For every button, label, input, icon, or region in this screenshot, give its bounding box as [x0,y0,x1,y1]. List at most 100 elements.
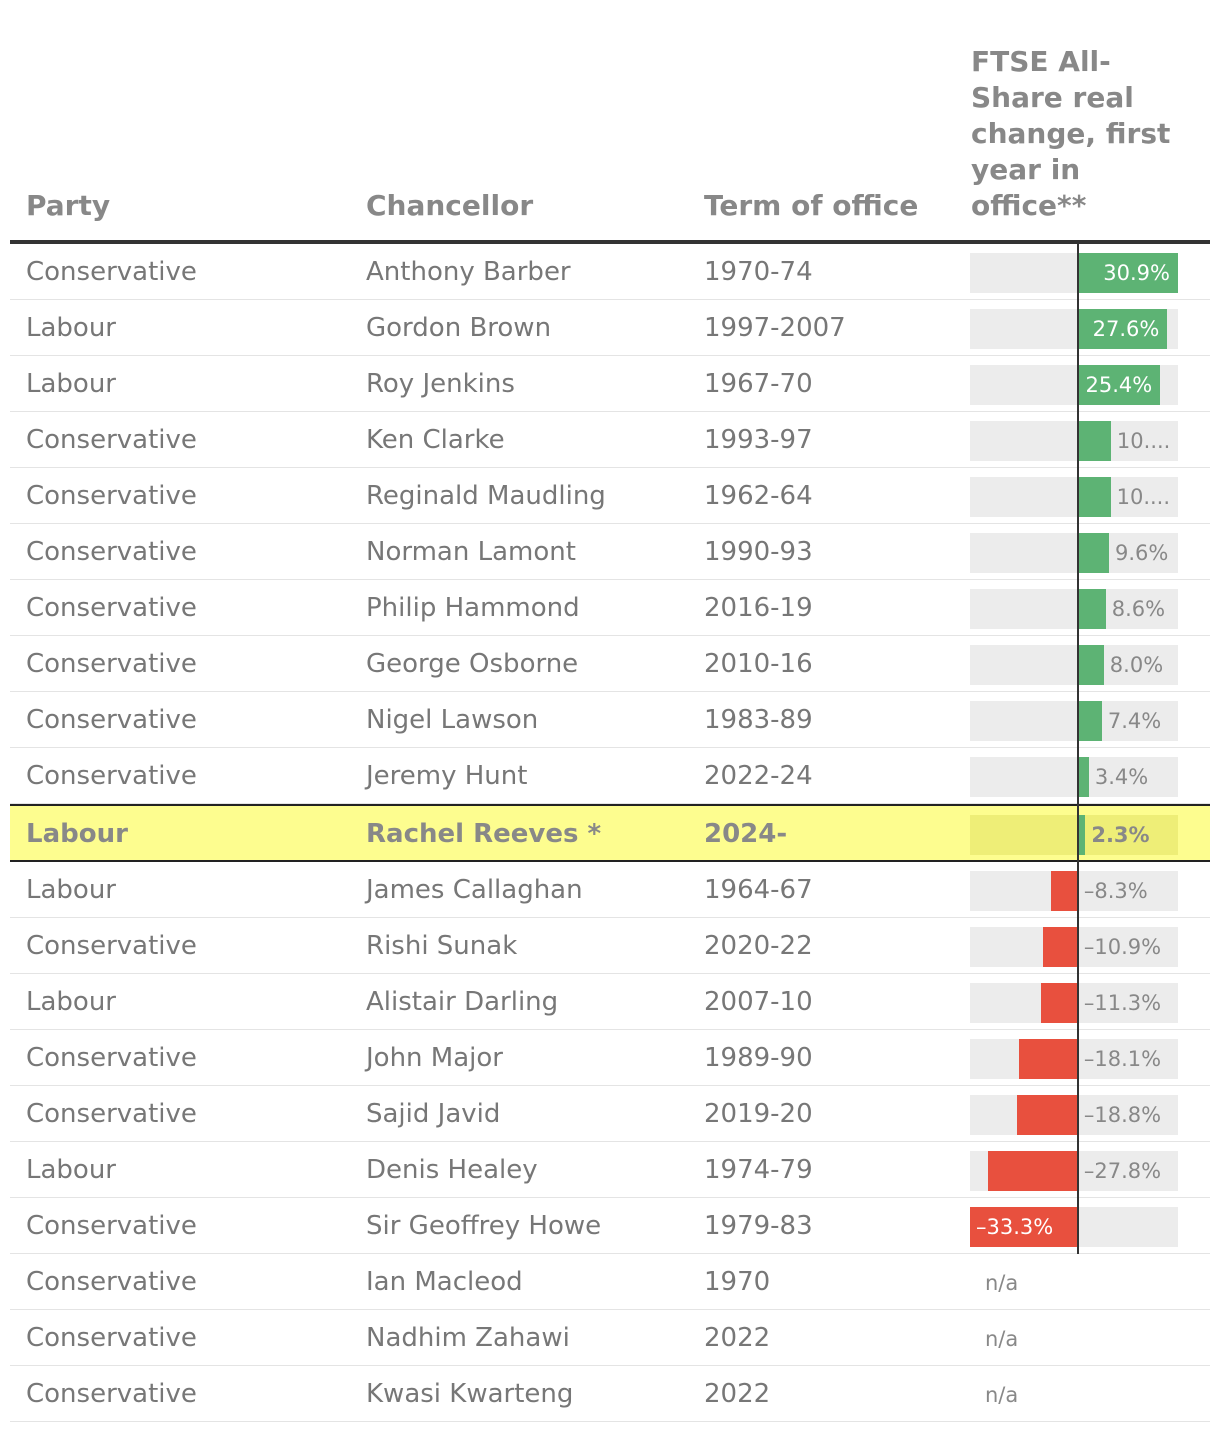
bar-cell: 7.4% [970,692,1178,748]
chancellor-cell: Ken Clarke [366,425,505,455]
chancellor-cell: Alistair Darling [366,987,559,1017]
value-bar [1016,1095,1078,1135]
value-bar [1019,1039,1078,1079]
chancellor-cell: Sir Geoffrey Howe [366,1211,602,1241]
value-label: 30.9% [1103,261,1170,285]
table-row: Conservative Kwasi Kwarteng 2022 n/a [10,1366,1210,1422]
bar-cell: 30.9% [970,244,1178,300]
value-bar [1077,757,1089,797]
chancellor-cell: Gordon Brown [366,313,552,343]
party-cell: Conservative [26,1379,197,1409]
value-label: –27.8% [1083,1159,1162,1183]
term-cell: 2022-24 [704,761,813,791]
table-row: Conservative Norman Lamont 1990-93 9.6% [10,524,1210,580]
party-cell: Labour [26,819,128,849]
bar-track [970,645,1178,685]
value-bar [1041,983,1078,1023]
term-cell: 1979-83 [704,1211,813,1241]
chancellor-cell: Norman Lamont [366,537,576,567]
chancellor-cell: Kwasi Kwarteng [366,1379,574,1409]
party-cell: Labour [26,987,116,1017]
bar-track [970,757,1178,797]
value-label: 25.4% [1085,373,1153,397]
bar-cell: –27.8% [970,1142,1178,1198]
term-cell: 2024- [704,819,788,849]
value-bar [970,1207,1078,1247]
chancellor-cell: Reginald Maudling [366,481,606,511]
table-row: Labour Gordon Brown 1997-2007 27.6% [10,300,1210,356]
table-row: Conservative Rishi Sunak 2020-22 –10.9% [10,918,1210,974]
party-cell: Labour [26,875,116,905]
table-row: Conservative George Osborne 2010-16 8.0% [10,636,1210,692]
table-row: Labour Alistair Darling 2007-10 –11.3% [10,974,1210,1030]
party-cell: Conservative [26,257,197,287]
table-row: Labour Roy Jenkins 1967-70 25.4% [10,356,1210,412]
table-row: Conservative Ian Macleod 1970 n/a [10,1254,1210,1310]
table-row: Conservative Sir Geoffrey Howe 1979-83 –33.… [10,1198,1210,1254]
value-label: –11.3% [1083,991,1162,1015]
party-cell: Conservative [26,1043,197,1073]
header-term: Term of office [704,189,919,222]
table-row: Conservative Philip Hammond 2016-19 8.6% [10,580,1210,636]
bar-cell: 9.6% [970,524,1178,580]
table-row: Labour Denis Healey 1974-79 –27.8% [10,1142,1210,1198]
value-label: –8.3% [1083,879,1148,903]
value-bar [1077,253,1178,293]
term-cell: 1989-90 [704,1043,813,1073]
term-cell: 2022 [704,1323,771,1353]
bar-cell: 3.4% [970,748,1178,804]
value-label: 27.6% [1092,317,1160,341]
table-row: Conservative Sajid Javid 2019-20 –18.8% [10,1086,1210,1142]
value-label: n/a [985,1383,1019,1407]
value-bar [1077,477,1111,517]
bar-cell: –18.1% [970,1030,1178,1086]
table-row: Conservative Nigel Lawson 1983-89 7.4% [10,692,1210,748]
party-cell: Labour [26,369,116,399]
value-bar [1050,871,1078,911]
chancellor-cell: John Major [366,1043,503,1073]
value-bar [987,1151,1078,1191]
party-cell: Conservative [26,1099,197,1129]
party-cell: Conservative [26,931,197,961]
bar-track [970,477,1178,517]
bar-cell: 8.0% [970,636,1178,692]
chancellor-cell: Denis Healey [366,1155,538,1185]
term-cell: 1997-2007 [704,313,846,343]
value-label: n/a [985,1327,1019,1351]
party-cell: Conservative [26,1267,197,1297]
chancellor-cell: Jeremy Hunt [366,761,528,791]
value-bar [1077,309,1168,349]
chancellor-cell: Philip Hammond [366,593,580,623]
value-label: 7.4% [1107,709,1162,733]
term-cell: 2010-16 [704,649,813,679]
chancellor-cell: Rachel Reeves * [366,819,602,849]
table-row: Labour Rachel Reeves * 2024- 2.3% [10,804,1210,862]
chancellor-cell: Nigel Lawson [366,705,539,735]
bar-cell: 10.... [970,412,1178,468]
chancellor-cell: Anthony Barber [366,257,571,287]
term-cell: 1962-64 [704,481,813,511]
value-bar [1077,701,1102,741]
value-label: n/a [985,1271,1019,1295]
chancellor-cell: James Callaghan [366,875,583,905]
value-label: 2.3% [1091,823,1150,847]
chancellor-cell: Sajid Javid [366,1099,501,1129]
value-label: 3.4% [1094,765,1149,789]
chancellor-cell: George Osborne [366,649,579,679]
zero-line [1076,244,1079,1254]
table-row: Conservative Jeremy Hunt 2022-24 3.4% [10,748,1210,804]
value-label: 8.0% [1109,653,1164,677]
party-cell: Conservative [26,593,197,623]
table-row: Conservative Nadhim Zahawi 2022 n/a [10,1310,1210,1366]
bar-track [970,815,1178,855]
bar-track [970,421,1178,461]
party-cell: Conservative [26,649,197,679]
bar-cell: –18.8% [970,1086,1178,1142]
term-cell: 2007-10 [704,987,813,1017]
party-cell: Conservative [26,537,197,567]
header-metric: FTSE All- Share real change, first year … [971,45,1171,222]
chancellor-cell: Rishi Sunak [366,931,518,961]
party-cell: Conservative [26,425,197,455]
term-cell: 1993-97 [704,425,813,455]
